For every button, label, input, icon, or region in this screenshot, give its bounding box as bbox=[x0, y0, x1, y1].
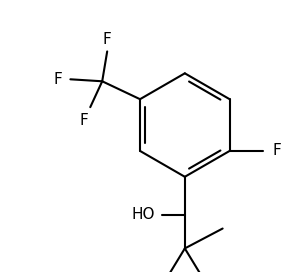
Text: F: F bbox=[53, 72, 62, 87]
Text: F: F bbox=[103, 32, 112, 47]
Text: F: F bbox=[80, 112, 89, 127]
Text: F: F bbox=[272, 143, 281, 158]
Text: HO: HO bbox=[131, 207, 155, 222]
